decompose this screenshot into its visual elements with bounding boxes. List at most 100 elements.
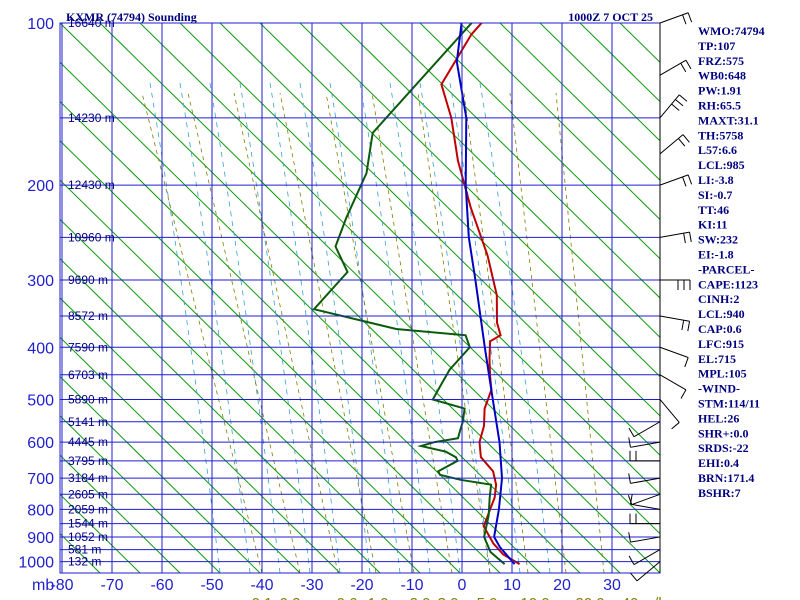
sounding-stat: SW:232 bbox=[698, 233, 738, 247]
moist-adiabat bbox=[179, 82, 251, 573]
wind-barb bbox=[629, 513, 660, 525]
parcel-line bbox=[455, 23, 516, 565]
temperature-tick-label: -60 bbox=[150, 577, 173, 594]
dry-adiabat bbox=[740, 23, 800, 573]
dry-adiabat bbox=[60, 454, 181, 573]
dry-adiabat bbox=[459, 23, 660, 221]
wind-barb bbox=[629, 450, 660, 462]
dry-adiabat bbox=[60, 297, 341, 573]
height-label: 4445 m bbox=[68, 435, 108, 449]
height-label: 1052 m bbox=[68, 530, 108, 544]
mixing-ratio-label: 3.0 bbox=[438, 595, 459, 600]
height-label: 12430 m bbox=[68, 178, 115, 192]
height-label: 6703 m bbox=[68, 368, 108, 382]
mixing-ratio-line bbox=[141, 92, 263, 573]
dry-adiabat bbox=[60, 179, 461, 573]
height-label: 3795 m bbox=[68, 454, 108, 468]
wind-barb bbox=[659, 134, 690, 155]
temperature-tick-label: -10 bbox=[400, 577, 423, 594]
height-label: 132 m bbox=[68, 555, 101, 569]
pressure-tick-label: 300 bbox=[27, 273, 54, 290]
wind-barb bbox=[659, 399, 680, 430]
temperature-tick-label: -20 bbox=[350, 577, 373, 594]
mixing-ratio-line bbox=[509, 92, 567, 573]
sounding-stat: SHR+:0.0 bbox=[698, 426, 749, 440]
sounding-stat: BSHR:7 bbox=[698, 486, 741, 500]
sounding-stat: KI:11 bbox=[698, 218, 727, 232]
dry-adiabat bbox=[60, 23, 621, 573]
height-label: 8572 m bbox=[68, 309, 108, 323]
sounding-stat: LCL:985 bbox=[698, 158, 745, 172]
mixing-ratio-label: 2.0 bbox=[410, 595, 431, 600]
plot-area bbox=[60, 23, 800, 573]
mixing-ratio-line bbox=[279, 92, 377, 573]
dry-adiabat bbox=[60, 61, 581, 573]
sounding-time: 1000Z 7 OCT 25 bbox=[568, 10, 653, 24]
sounding-stat: LI:-3.8 bbox=[698, 173, 734, 187]
wind-barb bbox=[659, 346, 689, 368]
dry-adiabat bbox=[539, 23, 660, 142]
mixing-ratio-line bbox=[463, 92, 529, 573]
wind-barb bbox=[659, 174, 693, 187]
dry-adiabat bbox=[60, 375, 261, 573]
wind-barb bbox=[659, 94, 688, 119]
mixing-ratio-line bbox=[187, 92, 301, 573]
pressure-tick-label: 500 bbox=[27, 392, 54, 409]
height-label: 5890 m bbox=[68, 392, 108, 406]
mixing-ratio-line bbox=[555, 92, 605, 573]
sounding-stat: -WIND- bbox=[698, 382, 740, 396]
sounding-stat: PW:1.91 bbox=[698, 84, 742, 98]
dry-adiabat bbox=[60, 572, 61, 573]
sounding-stat: WB0:648 bbox=[698, 69, 746, 83]
sounding-stat: RH:65.5 bbox=[698, 99, 741, 113]
dry-adiabat bbox=[60, 336, 301, 573]
sounding-stat: TP:107 bbox=[698, 39, 735, 53]
wind-barb bbox=[628, 549, 661, 566]
dry-adiabat bbox=[60, 415, 221, 573]
sounding-stat: SRDS:-22 bbox=[698, 441, 749, 455]
wind-barb bbox=[628, 532, 661, 543]
wind-barb bbox=[659, 59, 692, 76]
pressure-tick-label: 600 bbox=[27, 435, 54, 452]
dry-adiabat bbox=[780, 23, 800, 573]
pressure-tick-label: 200 bbox=[27, 178, 54, 195]
height-label: 14230 m bbox=[68, 111, 115, 125]
wind-barb bbox=[660, 279, 691, 290]
pressure-tick-label: 700 bbox=[27, 471, 54, 488]
mixing-ratio-line bbox=[417, 92, 491, 573]
sounding-stat: LFC:915 bbox=[698, 337, 744, 351]
height-label: 5141 m bbox=[68, 415, 108, 429]
pressure-tick-label: 1000 bbox=[18, 555, 54, 572]
mixing-ratio-unit: g/kg bbox=[646, 595, 674, 600]
sounding-stat: SI:-0.7 bbox=[698, 188, 732, 202]
height-label: 16640 m bbox=[68, 16, 115, 30]
sounding-stat: TH:5758 bbox=[698, 128, 743, 142]
dry-adiabat bbox=[419, 23, 660, 260]
height-label: 2605 m bbox=[68, 487, 108, 501]
height-label: 9690 m bbox=[68, 273, 108, 287]
mixing-ratio-label: 5.0 bbox=[477, 595, 498, 600]
dry-adiabat bbox=[139, 23, 660, 535]
dry-adiabat bbox=[499, 23, 660, 181]
sounding-stat: MPL:105 bbox=[698, 367, 747, 381]
sounding-stat: TT:46 bbox=[698, 203, 729, 217]
temperature-tick-label: 20 bbox=[553, 577, 571, 594]
sounding-stat: L57:6.6 bbox=[698, 143, 737, 157]
sounding-stat: CINH:2 bbox=[698, 292, 739, 306]
wind-barb bbox=[659, 231, 692, 244]
mixing-ratio-label: 20.0 bbox=[575, 595, 604, 600]
dry-adiabat bbox=[60, 140, 501, 573]
sounding-stat: WMO:74794 bbox=[698, 24, 765, 38]
dry-adiabat bbox=[339, 23, 660, 338]
wind-barb bbox=[659, 315, 691, 332]
sounding-stat: CAP:0.6 bbox=[698, 322, 742, 336]
sounding-stat: EL:715 bbox=[698, 352, 736, 366]
dry-adiabat bbox=[60, 218, 421, 573]
moist-adiabat bbox=[209, 82, 281, 573]
wind-barb bbox=[627, 493, 661, 506]
mixing-ratio-label: 10.0 bbox=[520, 595, 549, 600]
dry-adiabat bbox=[259, 23, 660, 417]
sounding-stat: FRZ:575 bbox=[698, 54, 744, 68]
